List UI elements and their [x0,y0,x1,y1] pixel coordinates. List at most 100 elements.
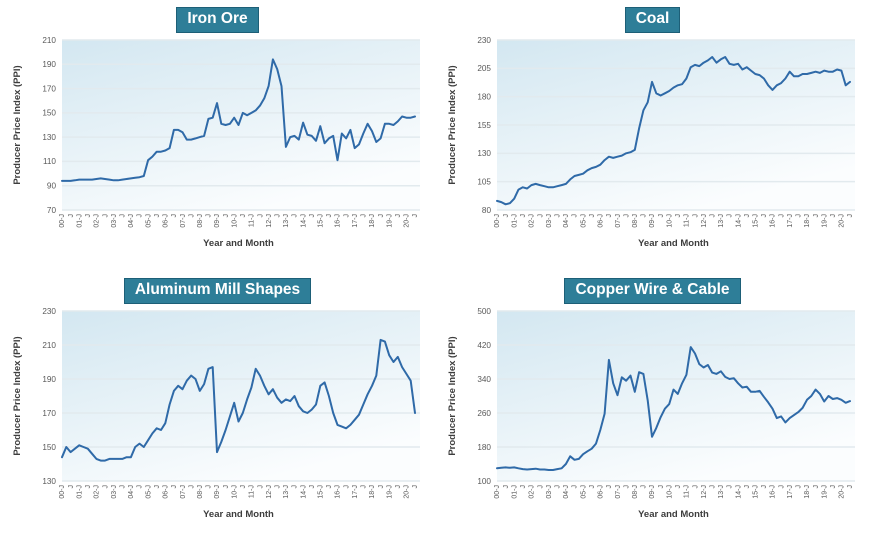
x-tick-label: 20-J [839,214,846,228]
x-tick-label: J [137,485,144,489]
x-tick-label: 16-J [335,214,342,228]
x-tick-label: J [658,485,665,489]
y-tick-label: 230 [477,36,491,45]
x-tick-label: 12-J [266,485,273,499]
x-tick-label: 01-J [76,214,83,228]
x-tick-label: 13-J [283,485,290,499]
x-tick-label: 04-J [563,485,570,499]
x-tick-label: J [761,214,768,218]
x-tick-label: J [658,214,665,218]
x-tick-label: 10-J [231,485,238,499]
x-tick-label: 17-J [352,214,359,228]
x-tick-label: J [503,214,510,218]
x-tick-label: J [361,214,368,218]
x-tick-label: 01-J [511,485,518,499]
x-tick-label: J [274,214,281,218]
series-line [61,58,416,182]
plot-background [62,311,420,481]
x-axis-title: Year and Month [638,509,709,520]
x-tick-label: J [796,485,803,489]
x-tick-label: 17-J [787,214,794,228]
x-tick-label: 14-J [735,485,742,499]
y-tick-label: 150 [42,443,56,452]
x-tick-label: J [171,214,178,218]
x-tick-label: J [343,214,350,218]
x-tick-label: J [830,485,837,489]
x-tick-label: 11-J [684,214,691,227]
x-tick-label: J [555,485,562,489]
y-tick-label: 260 [477,409,491,418]
x-tick-label: J [120,214,127,218]
x-tick-label: J [727,485,734,489]
y-axis-title: Producer Price Index (PPI) [12,65,23,184]
x-tick-label: J [520,485,527,489]
chart-title-badge: Coal [624,7,681,33]
x-tick-label: J [761,485,768,489]
x-tick-label: J [537,214,544,218]
x-tick-label: J [188,485,195,489]
y-axis-title: Producer Price Index (PPI) [447,65,458,184]
x-tick-label: 18-J [804,485,811,499]
x-tick-label: J [555,214,562,218]
x-tick-label: J [709,214,716,218]
x-tick-label: J [257,214,264,218]
x-tick-label: 10-J [666,485,673,499]
panel-iron-ore: Iron Ore 210 190 170 150 130 110 90 70 00-J J 01-J… [0,0,435,271]
x-tick-label: 05-J [580,485,587,499]
x-tick-label: 17-J [787,485,794,499]
x-tick-label: 05-J [145,485,152,499]
x-tick-label: 04-J [563,214,570,228]
x-tick-label: 00-J [59,214,66,228]
x-tick-label: 10-J [666,214,673,228]
x-tick-label: 19-J [821,214,828,228]
x-tick-label: J [206,485,213,489]
title-row: Aluminum Mill Shapes [0,278,435,305]
chart-title-badge: Aluminum Mill Shapes [123,278,312,304]
y-tick-label: 70 [47,206,57,215]
x-tick-label: 03-J [111,485,118,499]
x-tick-label: 11-J [249,214,256,227]
chart-title-badge: Iron Ore [176,7,259,33]
x-tick-label: 03-J [546,214,553,228]
x-tick-label: 13-J [718,485,725,499]
x-tick-label: 06-J [598,485,605,499]
x-tick-label: 09-J [214,485,221,499]
x-tick-label: 08-J [632,485,639,499]
x-tick-label: 08-J [632,214,639,228]
y-tick-label: 170 [42,409,56,418]
x-tick-label: J [589,214,596,218]
x-tick-label: J [778,485,785,489]
x-tick-label: 12-J [701,214,708,228]
x-tick-label: 02-J [94,485,101,499]
plot-background [497,311,855,481]
x-tick-label: 18-J [369,214,376,228]
x-tick-label: J [395,214,402,218]
x-tick-label: J [847,214,854,218]
x-tick-label: J [520,214,527,218]
x-tick-label: J [137,214,144,218]
x-tick-label: 02-J [529,214,536,228]
y-tick-label: 500 [477,307,491,316]
y-tick-label: 180 [477,443,491,452]
x-tick-label: J [623,214,630,218]
x-tick-label: 14-J [735,214,742,228]
x-tick-label: J [589,485,596,489]
x-tick-label: J [274,485,281,489]
x-tick-label: J [361,485,368,489]
x-tick-label: J [572,485,579,489]
x-tick-label: 03-J [111,214,118,228]
x-tick-label: J [606,214,613,218]
x-tick-label: J [85,214,92,218]
x-tick-label: 14-J [300,214,307,228]
y-tick-label: 155 [477,121,491,130]
y-axis-title: Producer Price Index (PPI) [12,336,23,455]
title-row: Iron Ore [0,7,435,34]
x-tick-label: 15-J [753,214,760,228]
x-tick-label: 13-J [718,214,725,228]
x-tick-label: J [257,485,264,489]
x-tick-label: J [813,485,820,489]
x-tick-label: J [154,214,161,218]
x-tick-label: J [412,485,419,489]
